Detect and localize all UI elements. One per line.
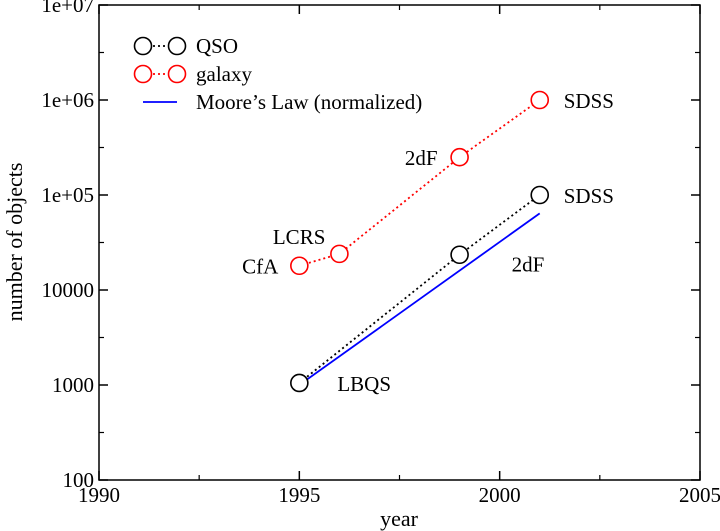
point-labels: LBQS 2dF SDSS CfA LCRS 2dF SDSS [242,89,614,396]
series-line-moore-s-law-normalized [298,212,541,386]
legend-label: galaxy [196,62,252,86]
legend-label: QSO [196,34,238,58]
y-tick-label: 100 [63,468,95,492]
series-lines [298,99,541,386]
series-line-qso [298,194,541,384]
legend-marker [167,64,187,84]
point-label: 2dF [512,253,545,277]
legend: QSO galaxy Moore’s Law (normalized) [133,34,422,114]
data-point-qso [530,185,550,205]
data-point-galaxy [530,90,550,110]
data-point-qso [450,245,469,265]
point-label: LBQS [337,372,391,396]
data-point-galaxy [330,244,349,264]
data-point-galaxy [290,256,309,276]
y-tick-label: 1e+06 [41,88,94,112]
data-point-qso [290,373,309,393]
axis-ticks: 1990 1995 2000 2005 100 1000 10000 1e+05 1e+06 1e… [41,0,720,507]
series-line-galaxy [299,99,541,267]
point-label: LCRS [273,225,326,249]
series-points [290,90,550,393]
legend-marker [167,36,187,56]
y-tick-label: 1000 [52,373,94,397]
data-point-galaxy [450,147,469,167]
legend-marker [133,36,153,56]
plot-frame [98,4,701,481]
y-tick-label: 1e+07 [41,0,94,17]
x-axis-title: year [380,506,419,531]
point-label: SDSS [564,89,614,113]
x-tick-label: 1990 [78,483,120,507]
point-label: CfA [242,255,279,279]
x-tick-label: 1995 [278,483,320,507]
x-tick-label: 2000 [479,483,521,507]
point-label: SDSS [564,184,614,208]
x-tick-label: 2005 [679,483,720,507]
point-label: 2dF [405,146,438,170]
y-tick-label: 10000 [42,278,95,302]
y-tick-label: 1e+05 [41,183,94,207]
y-axis-title: number of objects [2,163,27,322]
legend-marker [133,64,153,84]
legend-label: Moore’s Law (normalized) [196,90,422,114]
